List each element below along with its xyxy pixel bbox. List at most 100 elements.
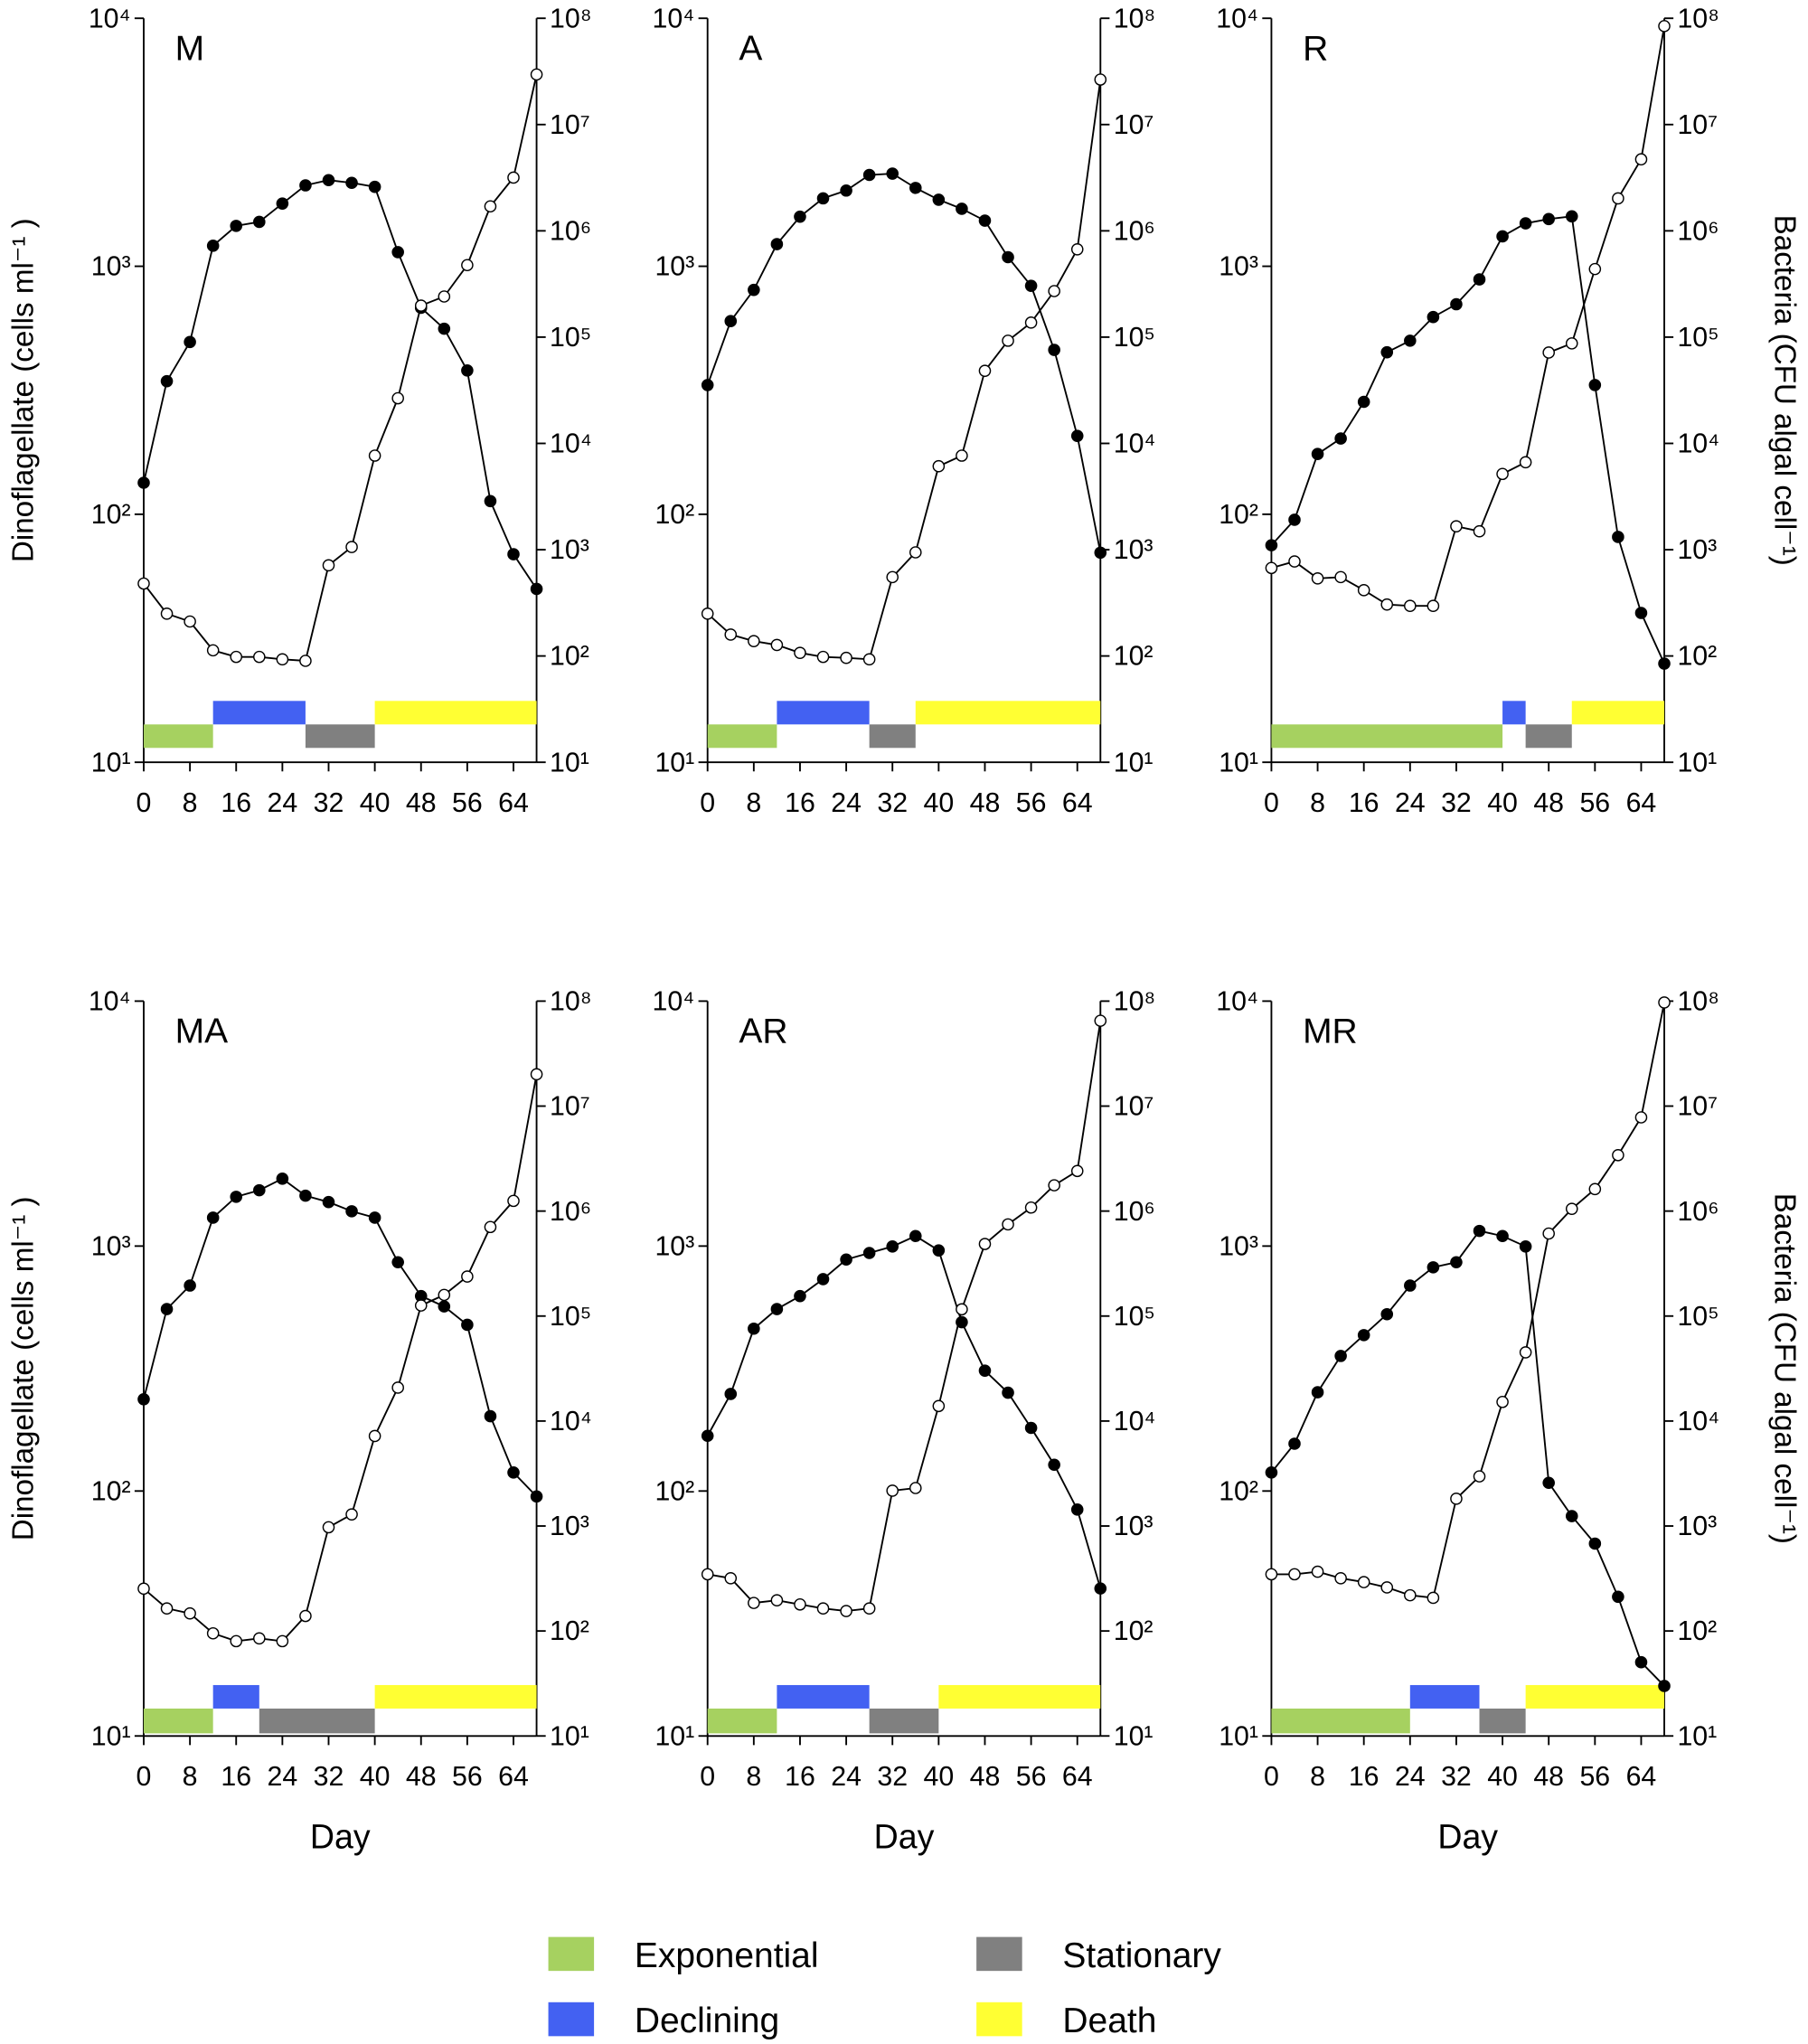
data-point	[438, 1300, 451, 1313]
data-point	[909, 1482, 922, 1494]
phase-bar	[1525, 724, 1572, 749]
data-point	[1070, 429, 1084, 442]
x-tick-label: 56	[1579, 788, 1610, 818]
y2-tick-label: 10⁵	[1114, 1302, 1155, 1332]
data-point	[322, 559, 335, 572]
x-tick-label: 8	[183, 1762, 198, 1792]
phase-bar	[938, 1684, 1101, 1709]
data-point	[816, 650, 830, 664]
phase-bar	[1271, 724, 1503, 749]
data-point	[1002, 1386, 1014, 1399]
phase-bar	[707, 724, 777, 749]
y-tick-label: 10²	[654, 500, 694, 530]
data-point	[1024, 279, 1038, 292]
data-point	[1404, 1279, 1417, 1292]
data-point	[1473, 524, 1486, 538]
data-point	[1496, 1395, 1509, 1408]
data-point	[978, 214, 992, 227]
data-point	[1288, 1437, 1301, 1450]
data-point	[1334, 570, 1347, 584]
data-point	[345, 541, 358, 553]
data-point	[909, 546, 922, 559]
data-point	[276, 653, 289, 666]
y2-tick-label: 10¹	[1677, 748, 1717, 777]
y-tick-label: 10¹	[1219, 748, 1258, 777]
y-tick-label: 10¹	[91, 748, 131, 777]
data-point	[1519, 456, 1532, 469]
y-axis-label: Dinoflagellate (cells ml⁻¹ )	[6, 218, 40, 562]
legend-swatch	[976, 2002, 1022, 2037]
y-tick-label: 10⁴	[89, 987, 131, 1017]
x-tick-label: 48	[1533, 1762, 1564, 1792]
data-point	[794, 1597, 806, 1611]
data-point	[1002, 250, 1014, 264]
data-point	[956, 449, 968, 462]
x-tick-label: 56	[1579, 1762, 1610, 1792]
data-point	[1288, 1568, 1301, 1581]
data-point	[438, 322, 451, 335]
x-tick-label: 48	[406, 1762, 437, 1792]
y2-tick-label: 10²	[1677, 642, 1717, 672]
data-point	[391, 391, 404, 405]
data-point	[748, 1597, 760, 1609]
y2-tick-label: 10³	[1677, 1512, 1717, 1541]
data-point	[1612, 1148, 1624, 1162]
data-point	[345, 176, 358, 190]
x-axis-label: Day	[310, 1817, 371, 1855]
data-point	[1311, 1386, 1324, 1399]
data-point	[794, 646, 806, 659]
data-point	[1002, 1218, 1014, 1231]
data-point	[160, 374, 174, 388]
x-tick-label: 16	[221, 1762, 251, 1792]
data-point	[368, 180, 381, 193]
y2-tick-label: 10⁶	[1677, 1197, 1719, 1227]
data-point	[1588, 262, 1602, 276]
y-tick-label: 10¹	[91, 1721, 131, 1751]
y2-tick-label: 10⁸	[1677, 987, 1719, 1017]
x-tick-label: 64	[1626, 788, 1657, 818]
x-tick-label: 32	[877, 1762, 908, 1792]
y2-tick-label: 10⁵	[550, 323, 591, 353]
y-tick-label: 10³	[91, 1231, 131, 1261]
y2-tick-label: 10⁸	[1677, 4, 1719, 33]
y-tick-label: 10⁴	[89, 4, 131, 33]
y2-tick-label: 10³	[550, 535, 589, 565]
data-point	[816, 192, 830, 205]
data-point	[137, 577, 150, 590]
data-point	[701, 1568, 714, 1581]
x-tick-label: 32	[314, 1762, 344, 1792]
data-point	[932, 1244, 946, 1257]
data-point	[184, 615, 196, 628]
data-point	[322, 174, 335, 187]
x-tick-label: 32	[1441, 1762, 1472, 1792]
y2-tick-label: 10⁸	[550, 4, 591, 33]
data-point	[253, 650, 266, 664]
x-tick-label: 64	[1062, 1762, 1093, 1792]
data-point	[1658, 657, 1671, 670]
y2-tick-label: 10⁷	[1114, 110, 1154, 140]
x-tick-label: 24	[831, 788, 862, 818]
phase-bar	[915, 701, 1101, 725]
data-point	[886, 1240, 899, 1253]
phase-bar	[1571, 701, 1665, 725]
data-point	[794, 1289, 806, 1303]
y2-tick-label: 10³	[1114, 1512, 1154, 1541]
phase-bar	[777, 701, 870, 725]
x-tick-label: 24	[831, 1762, 862, 1792]
series-line	[143, 179, 538, 589]
data-point	[299, 1609, 312, 1623]
x-tick-label: 40	[360, 1762, 391, 1792]
data-point	[276, 1173, 289, 1185]
data-point	[1658, 1680, 1671, 1692]
y2-tick-label: 10²	[550, 1616, 589, 1646]
y-tick-label: 10³	[91, 252, 131, 282]
y2-tick-label: 10⁶	[1114, 1197, 1155, 1227]
data-point	[1357, 1576, 1370, 1588]
x-tick-label: 16	[221, 788, 251, 818]
data-point	[206, 240, 220, 252]
data-point	[1357, 1329, 1370, 1342]
data-point	[414, 1299, 428, 1312]
phase-bar	[212, 1684, 259, 1709]
x-tick-label: 40	[1487, 1762, 1518, 1792]
y2-tick-label: 10⁸	[1114, 987, 1155, 1017]
